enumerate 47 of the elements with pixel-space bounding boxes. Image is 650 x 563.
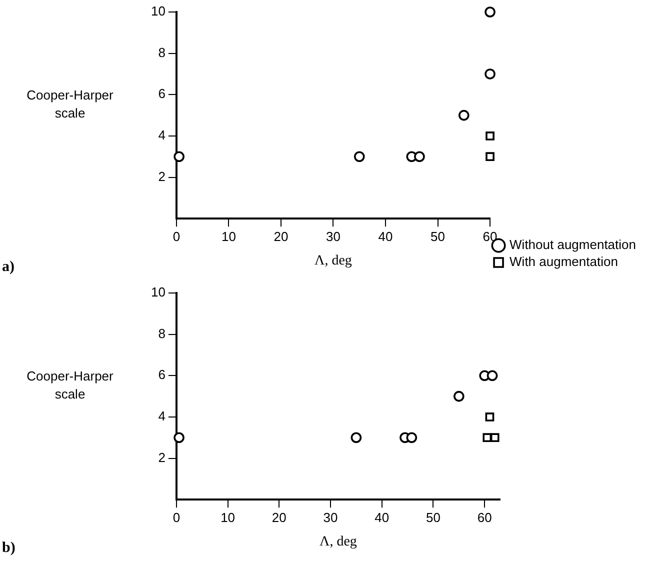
point [485,412,494,422]
point [174,432,184,444]
x-tick-label: 40 [378,228,393,244]
x-tick-label: 0 [172,228,180,244]
y-axis-title: Cooper-Harper scale [26,88,114,121]
y-tick-label: 8 [158,326,166,341]
y-tick-label: 4 [158,128,166,143]
x-tick-label: 20 [274,228,288,244]
x-tick-label: 30 [326,228,340,244]
y-tick-label: 2 [158,168,166,184]
x-tick-label: 50 [426,510,440,525]
y-tick-label: 6 [158,86,166,102]
y-tick-label: 10 [150,4,166,19]
x-tick-label: 50 [430,228,446,244]
point [486,152,494,162]
point [350,432,362,444]
y-tick-label: 4 [158,408,166,424]
y-tick-label: 8 [158,44,166,60]
point [414,151,425,162]
point [406,432,418,444]
point [482,433,492,442]
x-axis-title: Λ, deg [320,534,357,550]
point [484,68,496,80]
x-tick-label: 60 [477,510,492,525]
x-tick-label: 0 [172,510,180,525]
x-tick-label: 40 [374,510,390,525]
point [458,110,470,121]
point [454,390,464,402]
y-tick-label: 10 [150,284,166,300]
text: a) [2,258,14,275]
legend-label: With augmentation [510,254,618,270]
legend-label: Without augmentation [510,237,636,252]
x-tick-label: 10 [221,228,236,244]
point [174,151,184,162]
point [490,433,500,442]
x-tick-label: 30 [323,510,338,525]
y-tick-label: 2 [158,450,166,465]
x-tick-label: 20 [272,510,286,525]
point [354,151,365,162]
point [484,6,496,18]
y-axis-title: Cooper-Harper scale [26,368,114,402]
point [486,132,494,140]
text: b) [2,540,16,556]
point [486,370,498,382]
y-tick-label: 6 [158,367,166,382]
x-tick-label: 10 [220,510,236,525]
x-axis-title: Λ, deg [314,253,352,268]
